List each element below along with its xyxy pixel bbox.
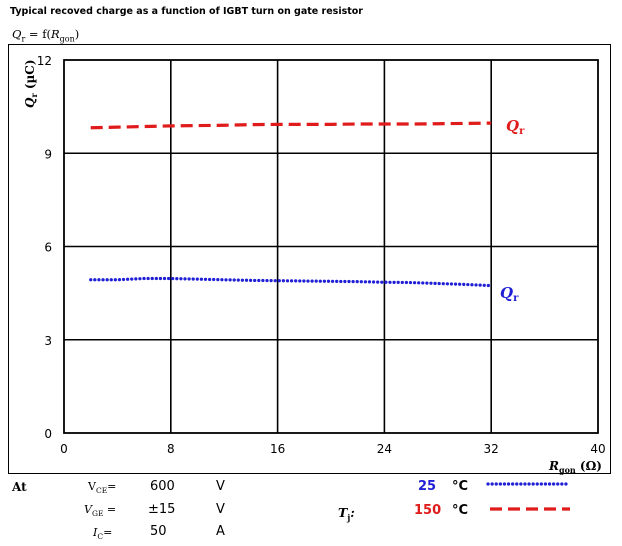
series-label-25: Qr xyxy=(500,284,519,304)
series-label-150: Qr xyxy=(506,117,525,137)
vge-unit: V xyxy=(216,502,225,517)
x-tick-label: 24 xyxy=(377,442,392,456)
x-tick-label: 0 xyxy=(60,442,68,456)
series-line-tj150 xyxy=(90,121,492,130)
y-tick-label: 3 xyxy=(44,334,52,348)
series-line-tj25 xyxy=(89,276,493,288)
temp1-unit: °C xyxy=(452,479,469,494)
chart-formula: Qr = f(Rgon) xyxy=(12,27,79,43)
temp2-value: 150 xyxy=(414,503,442,518)
vge-label: VGE = xyxy=(84,503,117,519)
temp1-value: 25 xyxy=(418,479,437,494)
y-tick-label: 12 xyxy=(37,54,52,68)
ic-value: 50 xyxy=(150,524,167,539)
formula-close: ) xyxy=(74,27,80,41)
x-axis-label: Rgon (Ω) xyxy=(548,459,602,475)
vce-value: 600 xyxy=(150,479,175,494)
formula-r-sub: gon xyxy=(59,34,75,44)
temp2-unit: °C xyxy=(452,503,469,518)
y-axis-label: Qr (µC) xyxy=(23,59,39,108)
formula-q: Q xyxy=(12,27,22,41)
formula-q-sub: r xyxy=(21,34,26,44)
x-tick-label: 40 xyxy=(590,442,605,456)
y-tick-label: 0 xyxy=(44,427,52,441)
ic-label: IC= xyxy=(93,526,113,542)
y-tick-label: 6 xyxy=(44,241,52,255)
x-tick-label: 8 xyxy=(167,442,175,456)
chart-title: Typical recoved charge as a function of … xyxy=(10,6,363,17)
conditions-at-label: At xyxy=(12,480,27,494)
ic-unit: A xyxy=(216,524,225,539)
formula-r: R xyxy=(50,27,60,41)
vce-label: VCE= xyxy=(88,480,117,496)
x-tick-label: 16 xyxy=(270,442,285,456)
y-tick-label: 9 xyxy=(44,147,52,161)
x-tick-label: 32 xyxy=(484,442,499,456)
vge-value: ±15 xyxy=(148,502,176,517)
vce-unit: V xyxy=(216,479,225,494)
tj-label: Tj: xyxy=(338,505,355,523)
formula-eq: = f( xyxy=(25,27,51,41)
chart-frame xyxy=(8,44,611,474)
